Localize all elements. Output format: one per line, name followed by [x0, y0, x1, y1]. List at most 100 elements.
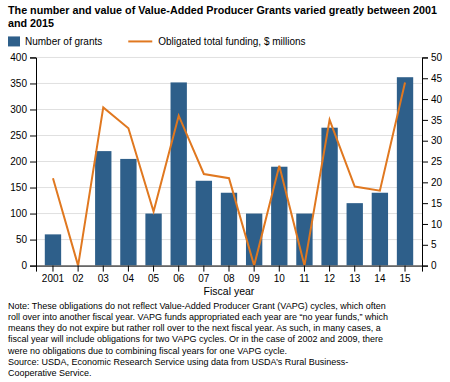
- tick: 10: [422, 219, 443, 230]
- tick-label: 10: [431, 219, 443, 230]
- tick: 50: [16, 234, 36, 245]
- text-line: Cooperative Service.: [8, 368, 92, 378]
- tick: 150: [10, 182, 36, 193]
- tick: 250: [10, 130, 36, 141]
- tick-mark: [422, 266, 428, 267]
- tick-mark: [279, 266, 280, 272]
- tick-label: 06: [173, 273, 185, 284]
- tick-mark: [30, 266, 36, 267]
- tick-label: 200: [10, 156, 27, 167]
- tick-label: 02: [73, 273, 85, 284]
- legend-swatch: [128, 40, 152, 42]
- tick-mark: [422, 224, 428, 225]
- tick-mark: [422, 141, 428, 142]
- tick-label: 100: [10, 208, 27, 219]
- tick: 350: [10, 78, 36, 89]
- grid-line: [36, 135, 422, 136]
- text-line: were no obligations due to combining fis…: [7, 346, 287, 356]
- bar: [171, 82, 187, 265]
- tick: 2001: [42, 266, 65, 284]
- tick: 04: [123, 266, 135, 284]
- bar: [120, 159, 136, 266]
- tick: 08: [223, 266, 235, 284]
- tick: 05: [148, 266, 160, 284]
- tick: 15: [399, 266, 411, 284]
- tick-label: 04: [123, 273, 135, 284]
- tick: 45: [422, 73, 443, 84]
- bar: [347, 203, 363, 265]
- tick-label: 10: [274, 273, 286, 284]
- x-axis-label: Fiscal year: [204, 285, 255, 297]
- tick-mark: [422, 120, 428, 121]
- tick: 09: [249, 266, 261, 284]
- tick: 100: [10, 208, 36, 219]
- tick: 35: [422, 115, 443, 126]
- tick-label: 0: [21, 260, 27, 271]
- tick-label: 14: [374, 273, 386, 284]
- tick-label: 2001: [42, 273, 65, 284]
- bar: [95, 151, 111, 265]
- tick-mark: [329, 266, 330, 272]
- tick-mark: [30, 214, 36, 215]
- tick: 5: [422, 239, 437, 250]
- tick: 40: [422, 94, 443, 105]
- line: [53, 82, 405, 265]
- tick-mark: [78, 266, 79, 272]
- bar: [196, 181, 212, 266]
- tick-label: 05: [148, 273, 160, 284]
- legend-label: Number of grants: [25, 36, 102, 47]
- tick: 13: [349, 266, 361, 284]
- tick: 200: [10, 156, 36, 167]
- tick: 03: [98, 266, 110, 284]
- tick-label: 12: [324, 273, 336, 284]
- tick-mark: [178, 266, 179, 272]
- tick-label: 20: [431, 177, 443, 188]
- tick-mark: [128, 266, 129, 272]
- text-line: Note: These obligations do not reflect V…: [8, 301, 386, 311]
- y-axis: 0 50 100 150 200 250 300 350 400: [10, 52, 36, 271]
- tick-mark: [30, 109, 36, 110]
- marks: [45, 77, 413, 265]
- tick-label: 08: [223, 273, 235, 284]
- tick: 07: [198, 266, 210, 284]
- bar: [145, 214, 161, 266]
- tick-label: 400: [10, 52, 27, 63]
- y2-axis: 05101520253035404550: [422, 52, 443, 271]
- text-line: The number and value of Value-Added Prod…: [8, 4, 437, 16]
- tick: 06: [173, 266, 185, 284]
- tick-label: 0: [431, 260, 437, 271]
- title: The number and value of Value-Added Prod…: [8, 4, 437, 29]
- bar: [271, 167, 287, 266]
- tick-label: 09: [249, 273, 261, 284]
- tick-mark: [153, 266, 154, 272]
- tick-mark: [30, 188, 36, 189]
- text-line: fiscal year will include obligations for…: [8, 334, 383, 344]
- tick-mark: [379, 266, 380, 272]
- tick-mark: [354, 266, 355, 272]
- tick-mark: [422, 162, 428, 163]
- tick-mark: [30, 57, 36, 58]
- tick-label: 300: [10, 104, 27, 115]
- tick: 11: [299, 266, 310, 284]
- legend-item: Obligated total funding, $ millions: [128, 36, 305, 47]
- tick-label: 07: [198, 273, 210, 284]
- legend-item: Number of grants: [8, 36, 102, 47]
- bar: [45, 234, 61, 265]
- tick-label: 25: [431, 156, 443, 167]
- tick-mark: [422, 203, 428, 204]
- tick-mark: [422, 99, 428, 100]
- axis-line: [30, 58, 37, 266]
- tick-mark: [254, 266, 255, 272]
- tick-label: 45: [431, 73, 443, 84]
- axis-line: [37, 266, 423, 272]
- tick: 14: [374, 266, 386, 284]
- legend: Number of grants Obligated total funding,…: [8, 36, 306, 47]
- tick-label: 35: [431, 115, 443, 126]
- text-line: and 2015: [8, 17, 54, 29]
- annotation: Note: These obligations do not reflect V…: [7, 301, 388, 378]
- tick-mark: [103, 266, 104, 272]
- tick-mark: [422, 78, 428, 79]
- tick-label: 50: [16, 234, 28, 245]
- tick-label: 13: [349, 273, 361, 284]
- x-axis: 2001 02 03 04 05 06 07 08 09 10 11 12 13 14 15: [37, 266, 423, 284]
